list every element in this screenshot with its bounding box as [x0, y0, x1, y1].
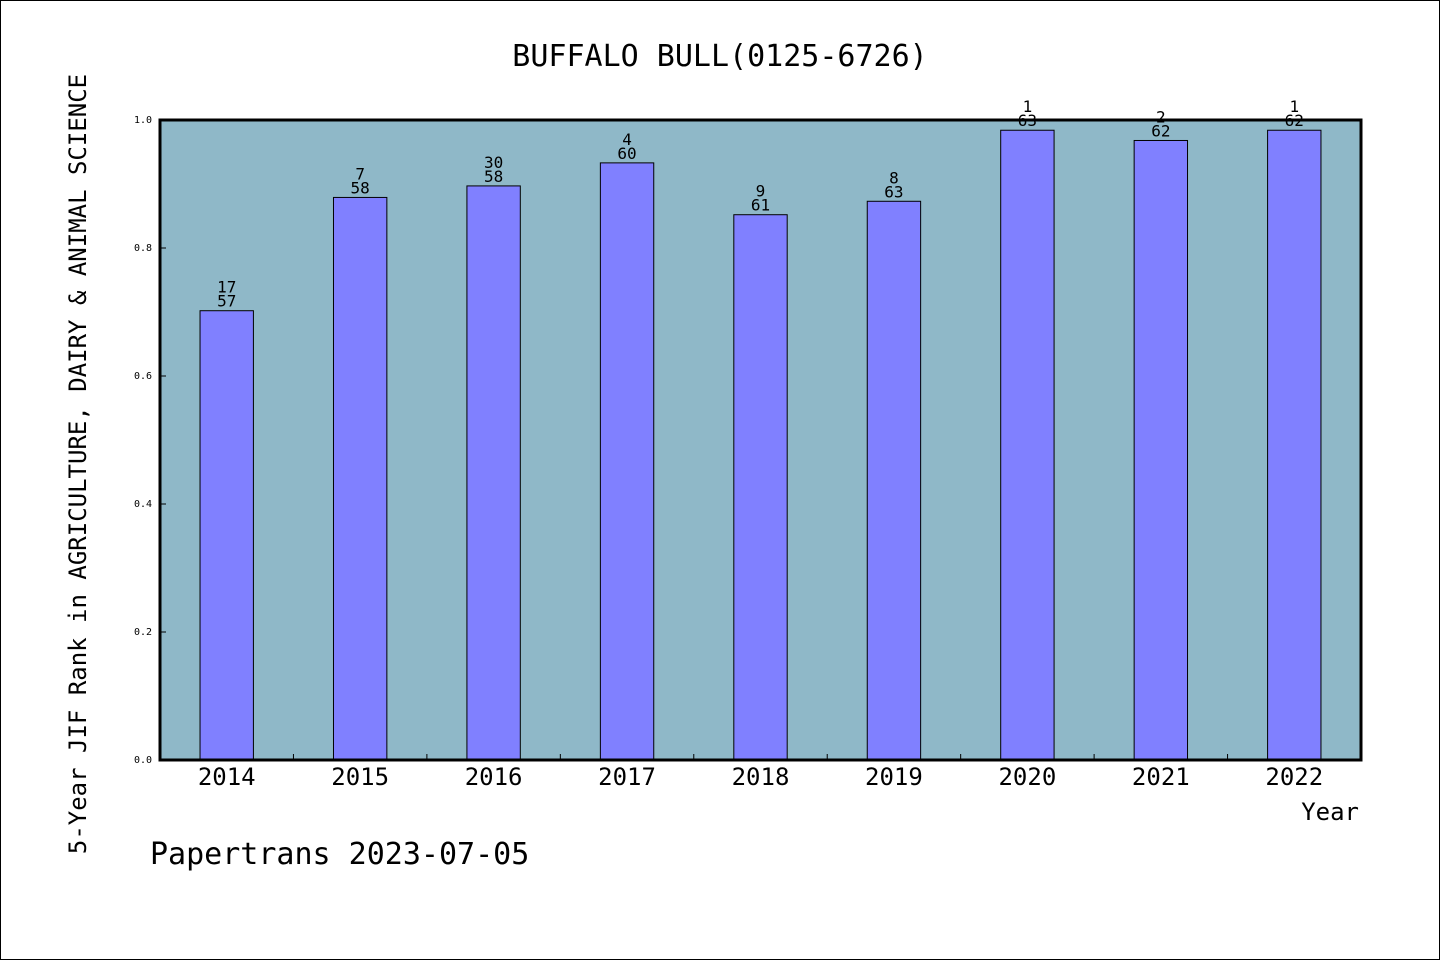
x-tick-label: 2018	[732, 763, 790, 791]
bar-total-label: 58	[351, 178, 370, 197]
y-tick-label: 0.4	[134, 499, 152, 510]
plot-frame	[158, 118, 1363, 762]
bar-2017	[599, 162, 655, 761]
bar-total-label: 57	[217, 292, 236, 311]
x-axis-ticks: 2014 2015 2016 2017 2018 2019 2020 2021 2022	[198, 754, 1323, 791]
x-tick-label: 2015	[331, 763, 389, 791]
bar-total-label: 60	[617, 144, 636, 163]
y-tick-label: 0.0	[134, 755, 152, 766]
bar-2022	[1267, 129, 1322, 761]
x-tick-label: 2021	[1132, 763, 1190, 791]
x-tick-label: 2022	[1265, 763, 1323, 791]
bar-2015	[332, 196, 388, 761]
bars	[199, 129, 1322, 761]
bar-rank-label: 1	[1289, 97, 1299, 116]
bar-rank-label: 8	[889, 168, 899, 187]
bar-rank-label: 7	[355, 164, 365, 183]
y-tick-label: 0.6	[134, 371, 152, 382]
x-axis-label: Year	[1301, 798, 1359, 826]
bar-rank-label: 17	[217, 278, 236, 297]
y-tick-label: 0.2	[134, 627, 152, 638]
bar-rank-label: 30	[484, 153, 503, 172]
x-tick-label: 2016	[465, 763, 523, 791]
chart-title: BUFFALO BULL(0125-6726)	[512, 39, 927, 74]
bar-rank-label: 9	[756, 182, 766, 201]
bar-2016	[466, 185, 521, 761]
bar-rank-label: 1	[1023, 97, 1033, 116]
bar-total-label: 61	[751, 196, 770, 215]
bar-total-label: 62	[1151, 121, 1170, 140]
footer-credit: Papertrans 2023-07-05	[150, 837, 529, 872]
x-tick-label: 2019	[865, 763, 923, 791]
bar-2021	[1133, 139, 1189, 761]
bar-rank-label: 2	[1156, 107, 1166, 126]
bar-2014	[199, 310, 254, 761]
y-axis-label: 5-Year JIF Rank in AGRICULTURE, DAIRY & …	[64, 74, 92, 854]
bar-total-label: 63	[884, 182, 903, 201]
bar-rank-label: 4	[622, 130, 632, 149]
y-tick-label: 1.0	[134, 115, 152, 126]
x-tick-label: 2017	[598, 763, 656, 791]
bar-2019	[866, 200, 922, 761]
bar-total-label: 58	[484, 167, 503, 186]
x-tick-label: 2020	[998, 763, 1056, 791]
bar-2020	[1000, 129, 1055, 761]
x-tick-label: 2014	[198, 763, 256, 791]
bar-2018	[733, 214, 788, 761]
y-tick-label: 0.8	[134, 243, 152, 254]
